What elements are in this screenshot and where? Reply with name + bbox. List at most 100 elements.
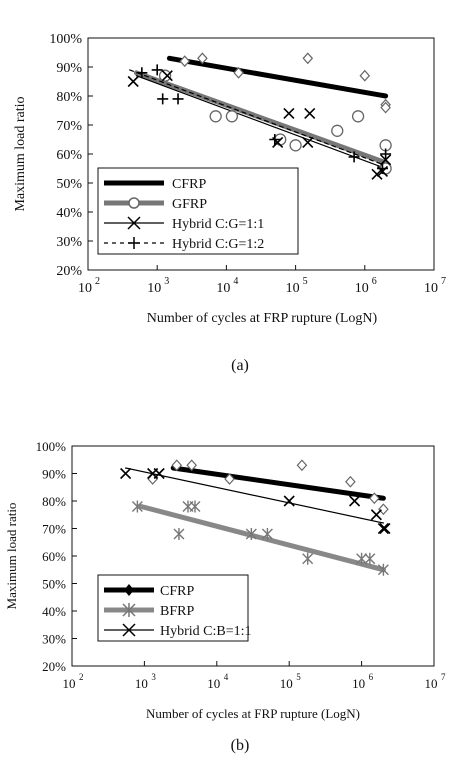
data-point-cfrp xyxy=(345,475,356,488)
data-point-bfrp xyxy=(356,552,368,565)
axis-ticks-b: 20%30%40%50%60%70%80%90%100%10 2 10 3 10 4 10 5… xyxy=(36,439,446,691)
data-point-hybrid-c-g-1-1 xyxy=(127,75,139,88)
x-tick-label: 10 xyxy=(425,676,438,691)
data-point-bfrp xyxy=(377,563,389,576)
x-tick-exponent: 4 xyxy=(233,276,238,287)
y-tick-label: 40% xyxy=(56,206,82,221)
y-tick-label: 50% xyxy=(42,577,66,592)
data-point-hybrid-c-b-1-1 xyxy=(370,509,382,521)
data-point-gfrp xyxy=(289,139,302,152)
legend-label-hybrid-11-a: Hybrid C:G=1:1 xyxy=(172,217,264,232)
data-point-gfrp xyxy=(225,110,239,123)
legend-marker-hybrid-12-a xyxy=(128,237,140,249)
legend-a: CFRP GFRP Hybrid C:G=1:1 Hybrid C:G=1:2 xyxy=(97,167,299,255)
y-tick-label: 30% xyxy=(42,632,66,647)
y-tick-label: 60% xyxy=(42,549,66,564)
data-point-hybrid-c-b-1-1 xyxy=(379,522,391,535)
data-point-hybrid-c-g-1-2 xyxy=(269,134,281,145)
data-point-bfrp xyxy=(364,552,376,565)
x-tick-label: 10 xyxy=(216,281,230,296)
x-tick-label: 10 xyxy=(78,281,92,296)
x-tick-exponent: 5 xyxy=(303,276,308,287)
x-tick-exponent: 2 xyxy=(95,276,100,287)
data-point-cfrp xyxy=(296,459,308,472)
x-tick-label: 10 xyxy=(63,676,76,691)
data-point-hybrid-c-g-1-2 xyxy=(380,148,392,160)
x-tick-label: 10 xyxy=(280,676,293,691)
y-tick-label: 20% xyxy=(56,264,82,279)
data-point-cfrp xyxy=(378,503,389,516)
legend-b: CFRP BFRP Hybrid C:B=1:1 xyxy=(97,574,252,642)
trend-line-cfrp xyxy=(170,465,386,501)
x-tick-label: 10 xyxy=(424,281,438,296)
x-axis-label-a: Number of cycles at FRP rupture (LogN) xyxy=(147,311,378,326)
data-point-bfrp xyxy=(131,500,143,513)
data-point-cfrp xyxy=(380,101,391,114)
y-tick-label: 100% xyxy=(36,439,67,454)
data-point-gfrp xyxy=(351,110,365,123)
data-point-hybrid-c-b-1-1 xyxy=(377,522,389,535)
legend-marker-hybrid-11-a xyxy=(127,216,141,230)
y-tick-label: 30% xyxy=(56,235,82,250)
data-point-hybrid-c-g-1-2 xyxy=(376,163,388,174)
trend-line-cfrp xyxy=(166,55,389,99)
data-point-hybrid-c-g-1-1 xyxy=(302,136,314,148)
x-tick-label: 10 xyxy=(286,281,300,296)
data-points-b xyxy=(120,459,391,576)
y-tick-label: 50% xyxy=(56,177,82,192)
data-point-hybrid-c-g-1-2 xyxy=(136,67,148,79)
data-point-gfrp xyxy=(331,124,344,137)
legend-label-bfrp-b: BFRP xyxy=(160,604,194,619)
data-point-hybrid-c-b-1-1 xyxy=(349,495,361,507)
data-point-bfrp xyxy=(173,528,185,540)
x-tick-exponent: 2 xyxy=(79,672,84,682)
y-axis-label-b: Maximum load ratio xyxy=(4,503,19,610)
legend-marker-bfrp-b xyxy=(122,603,136,617)
y-tick-label: 100% xyxy=(49,32,82,47)
x-axis-label-b: Number of cycles at FRP rupture (LogN) xyxy=(146,706,360,721)
legend-label-cfrp-b: CFRP xyxy=(160,584,194,599)
data-points-a xyxy=(127,52,392,180)
trend-lines-a xyxy=(129,55,389,170)
y-tick-label: 80% xyxy=(42,494,66,509)
legend-label-hybrid-12-a: Hybrid C:G=1:2 xyxy=(172,237,264,252)
data-point-bfrp xyxy=(302,552,314,565)
trend-line-bfrp xyxy=(138,504,386,573)
trend-lines-b xyxy=(125,465,386,573)
data-point-hybrid-c-g-1-1 xyxy=(304,107,316,119)
data-point-hybrid-c-g-1-2 xyxy=(151,64,163,76)
data-point-hybrid-c-g-1-1 xyxy=(283,107,295,119)
y-tick-label: 70% xyxy=(56,119,82,134)
data-point-gfrp xyxy=(209,110,222,123)
x-tick-exponent: 4 xyxy=(224,672,229,682)
x-tick-exponent: 5 xyxy=(296,672,301,682)
data-point-cfrp xyxy=(302,52,314,65)
data-point-cfrp xyxy=(179,55,191,68)
x-tick-exponent: 6 xyxy=(369,672,374,682)
y-tick-label: 90% xyxy=(56,61,82,76)
data-point-cfrp xyxy=(369,492,380,505)
trend-line-hybrid-c-b-1-1 xyxy=(125,467,384,524)
x-tick-label: 10 xyxy=(352,676,365,691)
data-point-hybrid-c-g-1-2 xyxy=(172,93,184,105)
y-tick-label: 20% xyxy=(42,659,66,674)
x-tick-exponent: 3 xyxy=(151,672,156,682)
chart-b: 20%30%40%50%60%70%80%90%100%10 2 10 3 10 4 10 5… xyxy=(4,439,446,754)
data-point-cfrp xyxy=(224,473,235,485)
data-point-hybrid-c-g-1-2 xyxy=(157,93,169,105)
data-point-hybrid-c-b-1-1 xyxy=(283,495,295,507)
y-tick-label: 40% xyxy=(42,604,66,619)
legend-label-cfrp-a: CFRP xyxy=(172,177,206,192)
axis-ticks-a: 20%30%40%50%60%70%80%90%100%10 2 10 3 10 4 10 5… xyxy=(49,32,446,296)
x-tick-exponent: 7 xyxy=(441,276,446,287)
data-point-hybrid-c-g-1-1 xyxy=(371,168,383,180)
trend-line-gfrp xyxy=(133,70,389,166)
x-tick-exponent: 7 xyxy=(441,672,446,682)
data-point-cfrp xyxy=(171,459,183,472)
data-point-cfrp xyxy=(233,66,244,79)
chart-a: 20%30%40%50%60%70%80%90%100%10 2 10 3 10 4 10 5… xyxy=(13,32,446,374)
trend-line-hybrid-c-g-1-1 xyxy=(135,75,387,170)
data-point-bfrp xyxy=(189,500,201,513)
caption-a: (a) xyxy=(231,357,249,374)
